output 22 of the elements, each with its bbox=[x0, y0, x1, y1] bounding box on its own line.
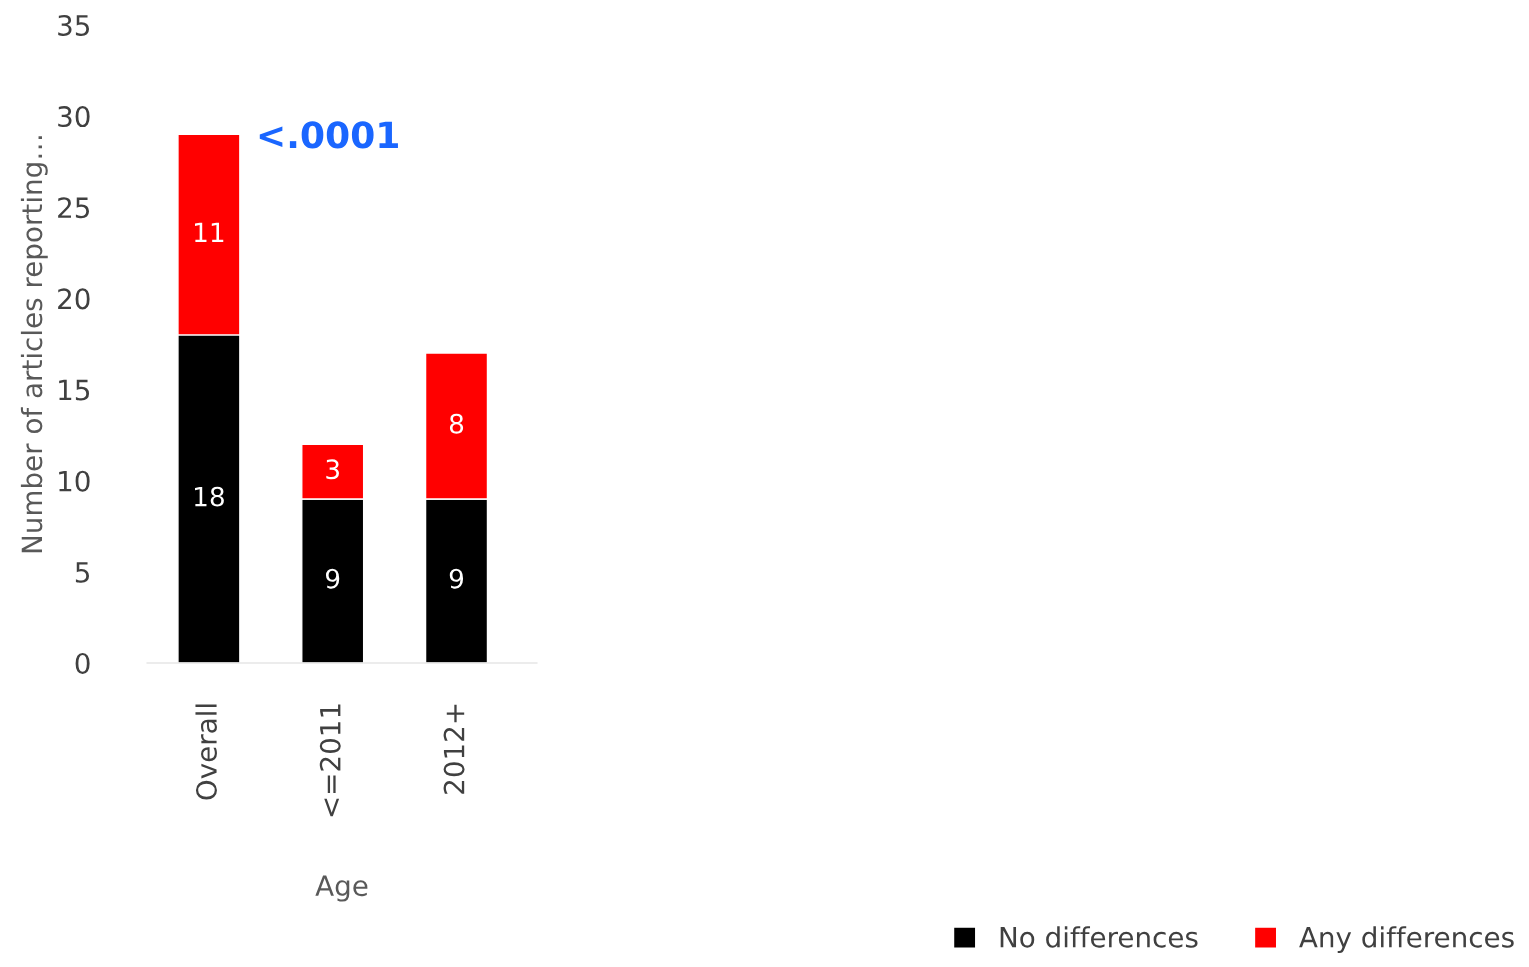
y-tick-label: 5 bbox=[75, 562, 90, 583]
data-label: 18 bbox=[195, 486, 224, 507]
data-label: 9 bbox=[325, 568, 340, 589]
data-label: 11 bbox=[195, 222, 224, 242]
y-tick-label: 10 bbox=[59, 470, 90, 492]
x-axis-title: Age bbox=[315, 875, 368, 902]
y-tick-label: 0 bbox=[75, 652, 90, 674]
y-tick-label: 35 bbox=[58, 14, 90, 36]
data-label: 8 bbox=[449, 413, 464, 434]
y-tick-label: 30 bbox=[58, 106, 90, 128]
x-tick-label: Overall bbox=[195, 704, 217, 800]
x-tick-label: 2012+ bbox=[443, 704, 465, 794]
y-tick-label: 20 bbox=[58, 288, 90, 310]
y-tick-label: 15 bbox=[59, 379, 90, 401]
legend-label: Any differences bbox=[1299, 926, 1514, 954]
data-label: 9 bbox=[449, 568, 464, 589]
y-tick-label: 25 bbox=[58, 197, 90, 219]
y-axis-title: Number of articles reporting… bbox=[20, 136, 48, 553]
annotation: <.0001 bbox=[259, 121, 398, 149]
data-label: 3 bbox=[326, 459, 339, 480]
x-tick-label: <=2011 bbox=[319, 704, 341, 817]
legend-label: No differences bbox=[1000, 926, 1198, 948]
